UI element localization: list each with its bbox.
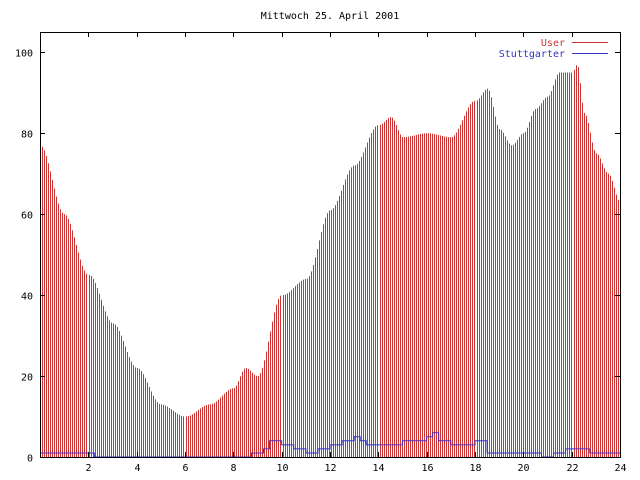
x-tick-label: 16	[421, 463, 433, 474]
legend-label-user: User	[541, 38, 565, 49]
x-tick-label: 12	[324, 463, 336, 474]
y-tick-label: 100	[15, 49, 33, 60]
y-tick-label: 40	[21, 292, 33, 303]
x-tick-label: 4	[134, 463, 140, 474]
y-tick-label: 60	[21, 211, 33, 222]
x-tick-label: 14	[372, 463, 384, 474]
y-tick-label: 20	[21, 373, 33, 384]
x-tick-label: 22	[566, 463, 578, 474]
x-tick-label: 6	[182, 463, 188, 474]
x-tick-label: 8	[230, 463, 236, 474]
x-tick-label: 24	[614, 463, 626, 474]
x-tick-label: 10	[276, 463, 288, 474]
y-axis: 0 20 40 60 80 100	[15, 49, 620, 465]
y-tick-label: 80	[21, 130, 33, 141]
y-tick-label: 0	[27, 454, 33, 465]
chart-title: Mittwoch 25. April 2001	[261, 11, 399, 22]
user-bars	[40, 65, 621, 457]
x-axis: 2 4 6 8 10 12 14 16 18 20 22 24	[85, 32, 627, 474]
x-tick-label: 20	[517, 463, 529, 474]
x-tick-label: 18	[469, 463, 481, 474]
legend-label-stuttgarter: Stuttgarter	[499, 49, 565, 60]
x-tick-label: 2	[85, 463, 91, 474]
legend: User Stuttgarter	[499, 38, 608, 60]
